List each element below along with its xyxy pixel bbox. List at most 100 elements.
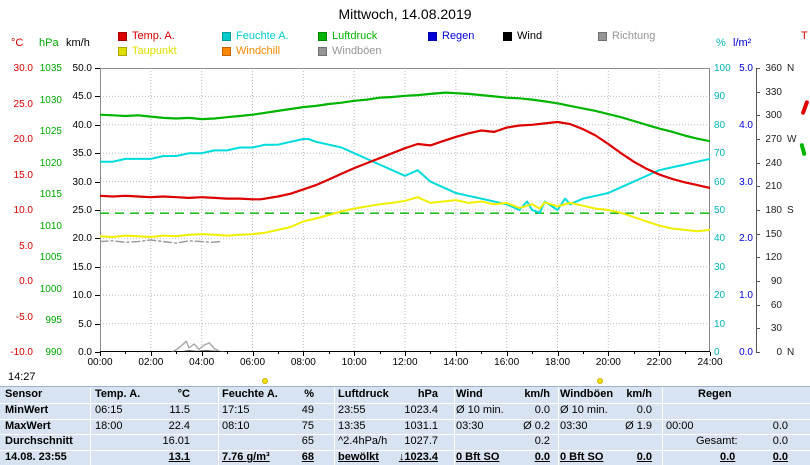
- axis-tick-mark: [756, 233, 760, 235]
- table-cell: 13:35: [338, 419, 366, 432]
- legend-label-temp: Temp. A.: [132, 30, 175, 42]
- x-axis-label: 10:00: [341, 357, 367, 368]
- x-axis-tick-mark: [506, 352, 508, 356]
- axis-tick-mark: [756, 257, 760, 259]
- axis-tick-mark: [756, 210, 760, 211]
- series-pressure: [100, 91, 710, 143]
- legend-label-wind: Wind: [517, 30, 543, 42]
- legend-label-gusts: Windböen: [332, 45, 382, 57]
- direction-axis-tick: 30: [770, 323, 782, 335]
- windspeed-axis-tick: 20.0: [72, 233, 92, 245]
- table-row-maxwert: MaxWert 18:00 22.4 08:10 75 13:35 1031.1 03:30 Ø…: [0, 419, 810, 435]
- axis-tick-mark: [95, 352, 100, 353]
- axis-tick-mark: [756, 328, 760, 330]
- legend-item-wind[interactable]: Wind: [503, 30, 603, 43]
- table-cell: Ø 0.2: [523, 419, 550, 432]
- windspeed-axis-tick: 25.0: [72, 205, 92, 216]
- table-cell: 13.1: [168, 451, 190, 464]
- x-axis-tick-mark: [100, 352, 101, 356]
- direction-axis-tick: 270: [765, 134, 782, 145]
- table-cell: 0.0: [534, 403, 550, 416]
- table-cell: Windböen: [560, 388, 614, 400]
- gusts-color-swatch-icon: [318, 47, 327, 56]
- legend-item-gusts[interactable]: Windböen: [318, 45, 418, 58]
- axis-tick-mark: [95, 181, 100, 183]
- x-axis-minor-tick: [582, 352, 584, 354]
- direction-axis-tick: 330: [765, 86, 782, 98]
- legend-item-direction[interactable]: Richtung: [598, 30, 698, 43]
- temp-axis-unit: °C: [11, 37, 24, 49]
- direction-axis-tick: 210: [765, 181, 782, 193]
- x-axis-label: 00:00: [87, 357, 113, 368]
- table-cell: 0.0: [772, 451, 788, 464]
- x-axis-minor-tick: [277, 352, 279, 354]
- direction-axis-tick: 240: [765, 157, 782, 169]
- windspeed-axis-tick: 45.0: [72, 91, 92, 103]
- axis-tick-mark: [756, 186, 760, 188]
- pressure-axis-tick: 1020: [39, 157, 62, 169]
- series-temp: [100, 120, 710, 201]
- legend-item-windchill[interactable]: Windchill: [222, 45, 322, 58]
- legend-label-humidity: Feuchte A.: [236, 30, 289, 42]
- x-axis-label: 14:00: [443, 357, 469, 368]
- x-axis-minor-tick: [379, 352, 381, 354]
- rain-axis-unit: l/m²: [733, 37, 752, 49]
- pressure-axis-tick: 1030: [39, 94, 62, 106]
- table-cell: Sensor: [5, 388, 43, 400]
- table-cell: MaxWert: [5, 419, 51, 432]
- legend-item-rain[interactable]: Regen: [428, 30, 528, 43]
- pressure-axis-tick: 1005: [39, 252, 62, 264]
- windspeed-axis-tick: 40.0: [72, 119, 92, 131]
- rain-axis-tick: 4.0: [739, 119, 753, 131]
- compass-letter: N: [787, 63, 795, 74]
- humidity-axis-tick: 50: [714, 205, 726, 216]
- table-column-separator: [90, 387, 91, 465]
- x-axis-label: 16:00: [494, 357, 520, 368]
- page-title: Mittwoch, 14.08.2019: [338, 6, 472, 22]
- sunrise-marker-icon: [262, 378, 269, 384]
- x-axis-tick-mark: [150, 352, 152, 356]
- x-axis-minor-tick: [328, 352, 330, 354]
- table-column-separator: [662, 387, 663, 465]
- x-axis-tick-mark: [557, 352, 559, 356]
- axis-tick-mark: [756, 91, 760, 93]
- table-cell: 06:15: [95, 403, 123, 416]
- table-cell: 0.0: [534, 451, 550, 464]
- table-cell: 11.5: [169, 403, 190, 416]
- table-cell: 65: [301, 435, 314, 448]
- rain-axis-tick: 0.0: [739, 347, 753, 358]
- plot-area[interactable]: [100, 68, 710, 352]
- x-axis-tick-mark: [710, 352, 711, 356]
- temp-axis-tick: 0.0: [19, 276, 33, 287]
- axis-tick-mark: [756, 162, 760, 164]
- temp-axis-tick: -5.0: [15, 311, 33, 323]
- temp-color-swatch-icon: [118, 32, 127, 41]
- x-axis-minor-tick: [481, 352, 483, 354]
- legend-item-pressure[interactable]: Luftdruck: [318, 30, 418, 43]
- axis-tick-mark: [95, 323, 100, 325]
- table-row-header: Sensor Temp. A. °C Feuchte A.% Luftdruck hPa W…: [0, 387, 810, 403]
- table-cell: km/h: [626, 388, 652, 400]
- pressure-axis-unit: hPa: [39, 37, 59, 49]
- direction-axis-tick: 60: [770, 299, 782, 311]
- table-cell: 0.0: [720, 451, 736, 464]
- table-row-separator: [0, 418, 810, 420]
- rain-axis-tick: 3.0: [739, 176, 753, 188]
- legend-item-temp[interactable]: Temp. A.: [118, 30, 218, 43]
- x-axis-label: 22:00: [646, 357, 672, 368]
- summary-table: Sensor Temp. A. °C Feuchte A.% Luftdruck hPa W…: [0, 386, 810, 465]
- temp-axis-tick: -10.0: [10, 347, 33, 358]
- legend-item-dewpoint[interactable]: Taupunkt: [118, 45, 218, 58]
- table-cell: 49: [301, 403, 314, 416]
- legend-item-humidity[interactable]: Feuchte A.: [222, 30, 322, 43]
- x-axis-label: 02:00: [138, 357, 164, 368]
- table-cell: 1027.7: [404, 435, 438, 448]
- x-axis-tick-mark: [303, 352, 305, 356]
- axis-tick-mark: [756, 352, 760, 353]
- temp-axis-tick: 10.0: [13, 205, 33, 216]
- table-row-durchschnitt: Durchschnitt 16.01 65 ^2.4hPa/h 1027.7 0.2 Ges…: [0, 434, 810, 450]
- legend-label-dewpoint: Taupunkt: [132, 45, 177, 57]
- table-cell: 23:55: [338, 403, 366, 416]
- table-cell: MinWert: [5, 403, 49, 416]
